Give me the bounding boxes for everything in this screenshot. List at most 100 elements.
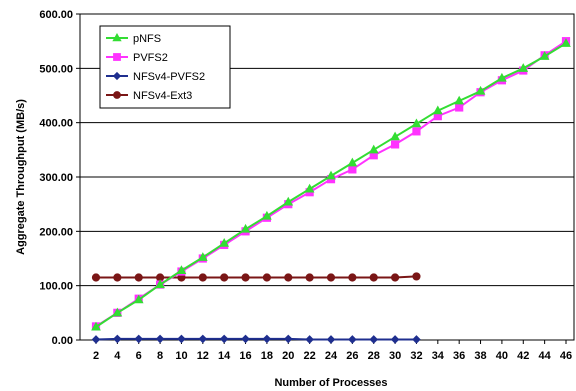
y-tick-label: 300.00 [39,172,73,184]
data-point-pvfs2 [455,103,464,112]
y-tick-label: 200.00 [39,226,73,238]
y-axis: 0.00 100.00 200.00 300.00 400.00 500.00 600.00 [39,9,80,347]
data-point-pnfs [475,85,486,95]
data-point-nfsv4-ext3 [284,273,293,282]
data-point-nfsv4-ext3 [369,273,378,282]
data-point-nfsv4-pvfs2 [262,334,272,344]
legend-marker [112,32,122,42]
data-point-pvfs2 [412,127,421,136]
data-point-pnfs [283,196,294,206]
x-tick-label: 20 [282,350,294,362]
x-tick-label: 26 [346,350,358,362]
x-tick-label: 28 [368,350,380,362]
x-tick-label: 2 [93,350,99,362]
x-tick-label: 34 [432,350,445,362]
y-tick-label: 100.00 [39,281,73,293]
x-tick-label: 42 [517,350,529,362]
data-point-pnfs [432,105,443,115]
y-tick-label: 400.00 [39,118,73,130]
y-tick-label: 600.00 [39,9,73,21]
legend: pNFS PVFS2 NFSv4-PVFS2 NFSv4-Ext3 [99,25,231,109]
legend-marker [112,71,122,81]
legend-item-nfsv4-pvfs2: NFSv4-PVFS2 [106,71,205,83]
data-point-nfsv4-ext3 [220,273,229,282]
data-point-nfsv4-ext3 [113,273,122,282]
x-tick-label: 12 [197,350,209,362]
data-point-pnfs [454,95,465,105]
data-point-nfsv4-ext3 [305,273,314,282]
x-tick-label: 18 [261,350,273,362]
data-point-nfsv4-ext3 [134,273,143,282]
data-point-pnfs [112,307,123,317]
data-point-nfsv4-ext3 [348,273,357,282]
data-point-pvfs2 [348,165,357,174]
x-tick-label: 16 [239,350,251,362]
legend-item-pvfs2: PVFS2 [106,52,168,64]
series-nfsv4-pvfs2 [91,334,421,344]
data-point-nfsv4-ext3 [412,272,421,281]
data-point-pnfs [155,279,165,289]
data-point-pnfs [197,252,208,261]
data-point-nfsv4-pvfs2 [91,335,101,344]
data-point-nfsv4-pvfs2 [305,335,314,344]
data-point-nfsv4-pvfs2 [177,334,186,344]
data-point-nfsv4-pvfs2 [134,334,144,344]
data-point-nfsv4-pvfs2 [412,335,421,344]
x-tick-label: 4 [114,350,121,362]
legend-marker [113,53,121,61]
y-axis-title: Aggregate Throughput (MB/s) [15,99,27,255]
x-tick-label: 14 [218,350,231,362]
data-point-nfsv4-ext3 [241,273,250,282]
x-axis-title: Number of Processes [274,377,387,389]
x-axis: 2 4 6 8 10 12 14 16 18 20 22 24 26 28 30 32 34 36 38 40 42 44… [93,340,572,362]
data-point-nfsv4-pvfs2 [390,335,400,344]
data-point-pnfs [561,38,571,47]
x-tick-label: 44 [539,350,552,362]
x-tick-label: 40 [496,350,508,362]
data-point-pnfs [497,72,507,82]
x-tick-label: 8 [157,350,163,362]
data-point-pnfs [518,63,529,72]
x-tick-label: 10 [175,350,187,362]
legend-label: NFSv4-PVFS2 [133,71,205,83]
x-tick-label: 24 [325,350,338,362]
data-point-pnfs [91,321,101,331]
x-tick-label: 46 [560,350,572,362]
data-point-nfsv4-pvfs2 [198,334,208,344]
data-point-nfsv4-pvfs2 [348,335,357,344]
data-point-nfsv4-pvfs2 [113,334,122,344]
x-tick-label: 36 [453,350,465,362]
data-point-pnfs [390,131,400,141]
data-point-pnfs [411,118,422,128]
data-point-pnfs [262,210,272,220]
data-point-nfsv4-ext3 [91,273,101,282]
y-tick-label: 0.00 [52,335,73,347]
legend-label: NFSv4-Ext3 [133,90,192,102]
data-point-nfsv4-ext3 [326,273,336,282]
data-point-pnfs [368,144,379,154]
data-point-nfsv4-ext3 [262,273,272,282]
data-point-pnfs [539,51,550,60]
data-point-nfsv4-pvfs2 [241,334,250,344]
data-point-pvfs2 [390,140,400,149]
legend-marker [113,91,121,99]
legend-label: pNFS [133,33,161,45]
data-point-pnfs [176,265,187,274]
data-point-nfsv4-pvfs2 [369,335,379,344]
x-tick-label: 22 [304,350,316,362]
legend-item-nfsv4-ext3: NFSv4-Ext3 [106,90,192,102]
x-tick-label: 32 [410,350,422,362]
legend-label: PVFS2 [133,52,168,64]
series-layer [91,37,571,344]
series-line [96,275,417,279]
data-point-pnfs [133,294,144,304]
data-point-nfsv4-pvfs2 [155,334,165,344]
data-point-pnfs [326,170,336,180]
x-tick-label: 6 [136,350,142,362]
data-point-nfsv4-pvfs2 [283,334,293,344]
series-line [95,337,417,341]
series-nfsv4-ext3 [91,272,421,282]
data-point-nfsv4-pvfs2 [326,335,336,344]
x-tick-label: 38 [474,350,486,362]
